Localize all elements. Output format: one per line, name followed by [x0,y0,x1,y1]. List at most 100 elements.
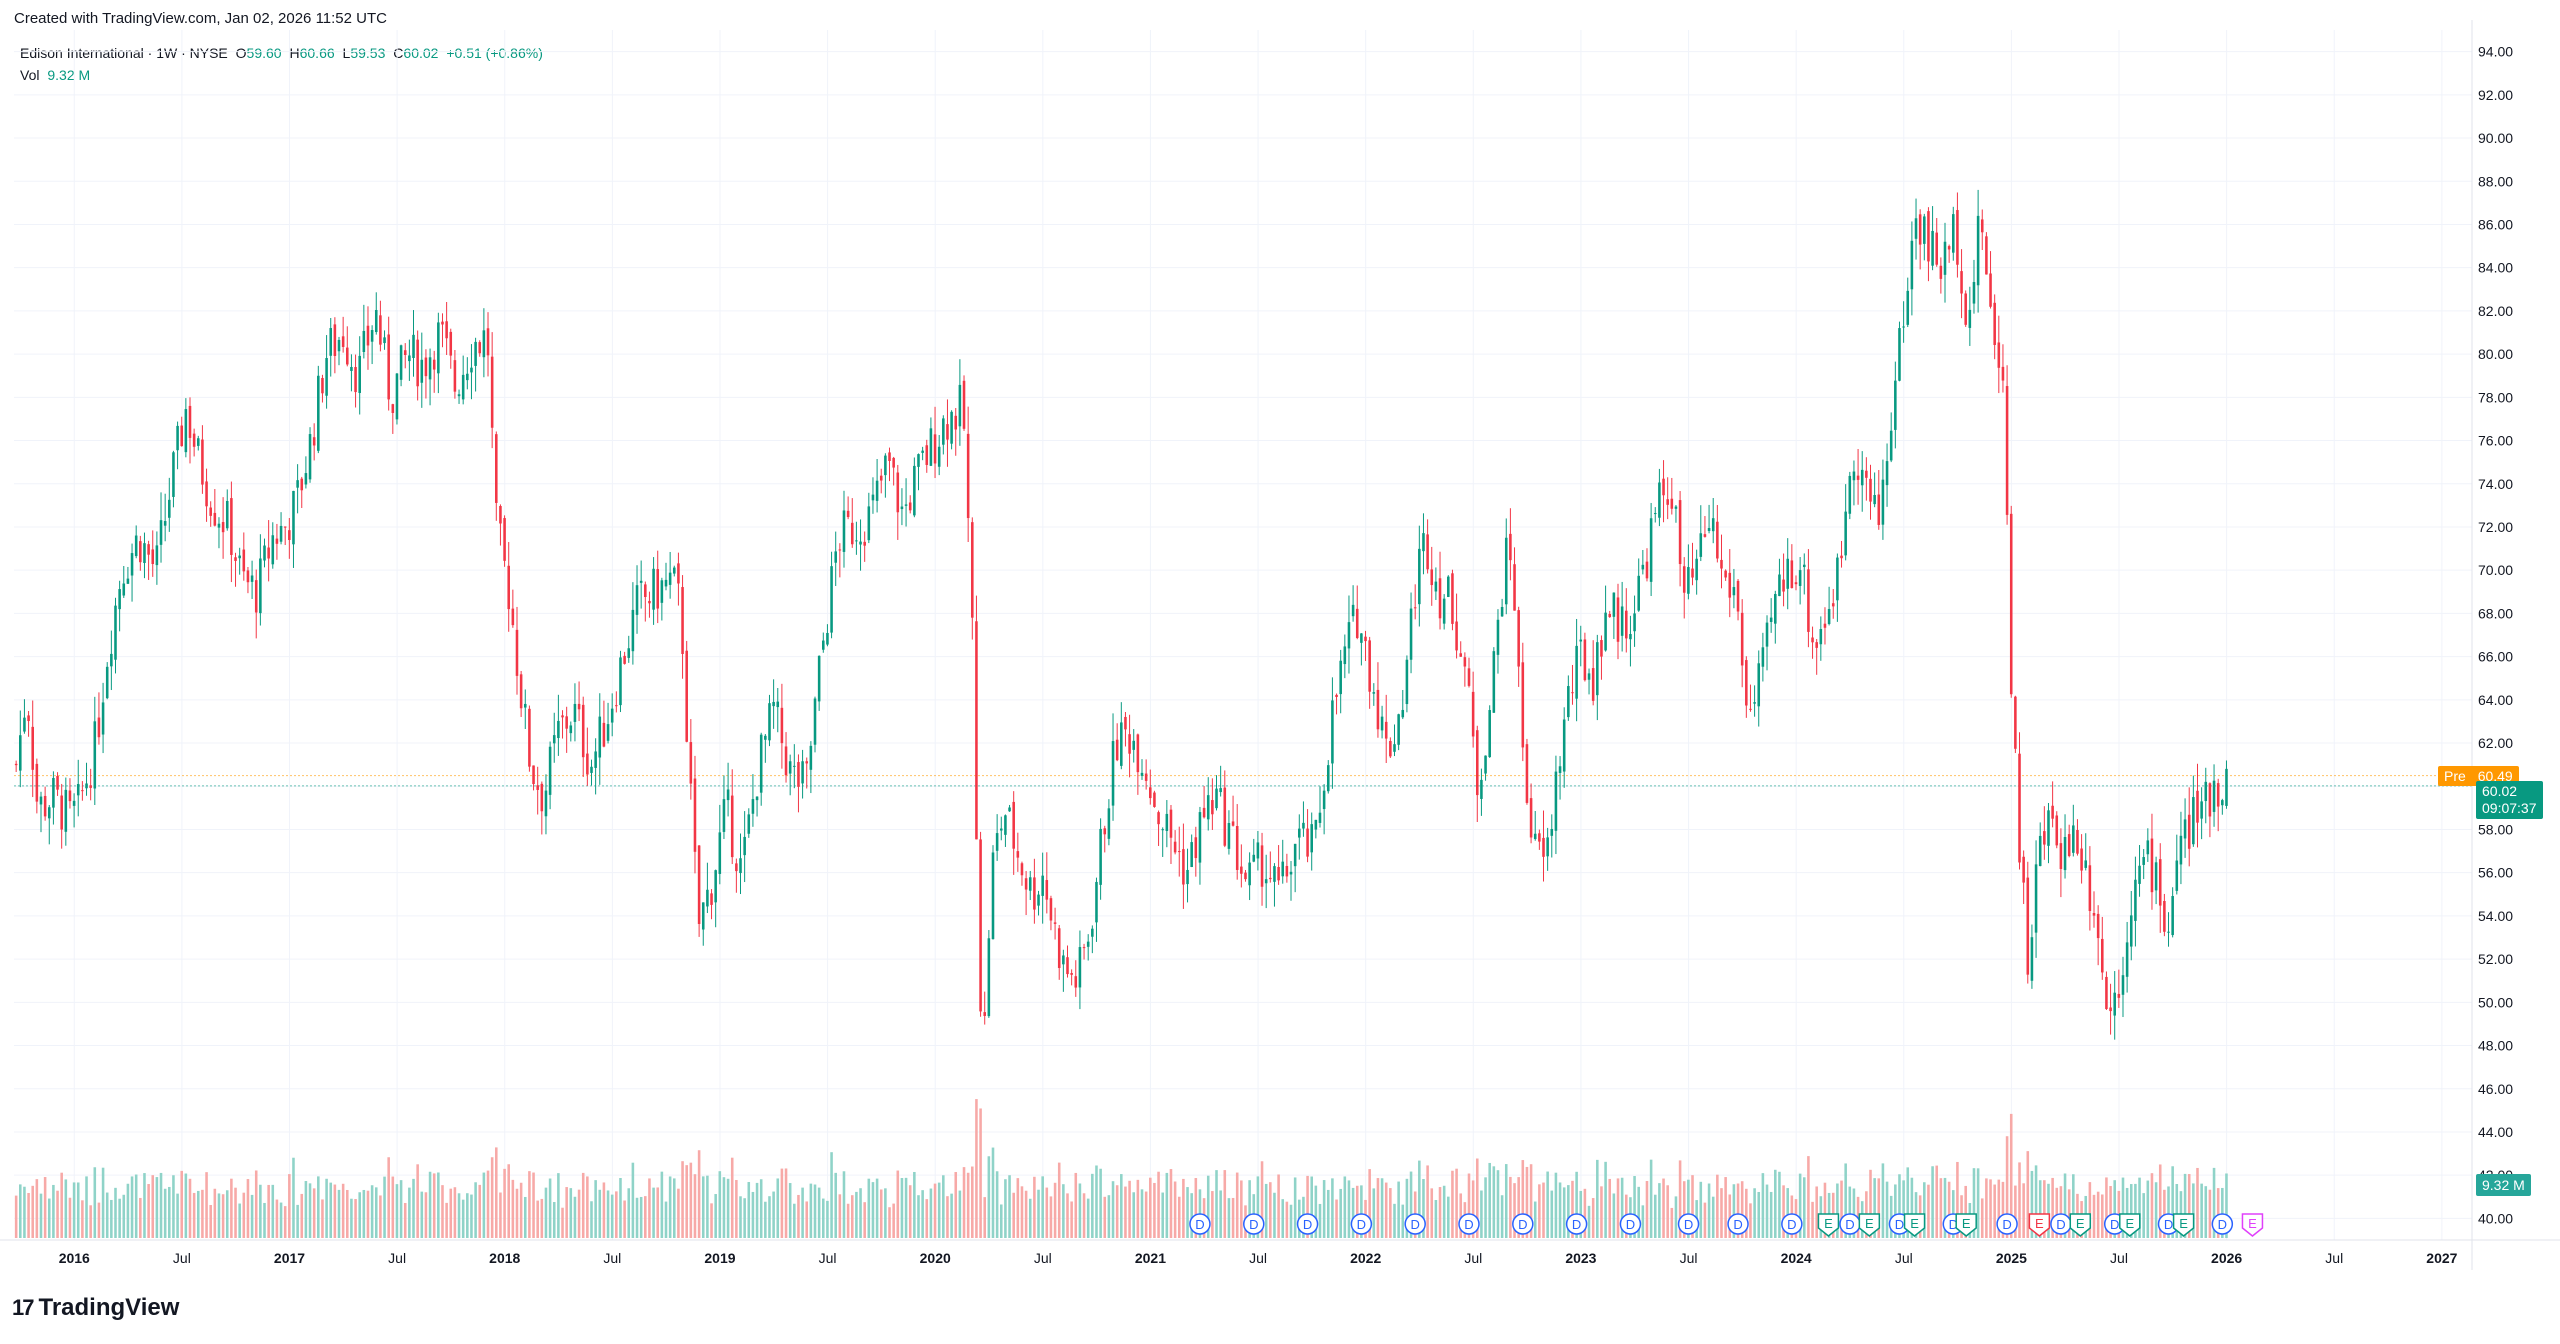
candle-body [1467,668,1471,686]
candle-body [461,374,465,400]
volume-bar [1575,1171,1578,1238]
earnings-marker-label: E [2248,1216,2257,1231]
last-price-tag: 60.02 09:07:37 [2476,780,2543,819]
candle-body [586,753,589,775]
volume-bar [718,1171,722,1238]
candle-body [1985,236,1988,275]
candle-body [1157,812,1160,825]
candle-body [1434,581,1438,592]
volume-bar [1306,1175,1309,1238]
candle-body [1865,470,1868,478]
volume-bar [2014,1185,2017,1238]
volume-bar [2009,1113,2013,1238]
volume-bar [2101,1194,2104,1238]
volume-bar [561,1207,564,1238]
volume-bar [809,1183,813,1238]
volume-bar [1567,1185,1570,1238]
volume-bar [1086,1198,1090,1238]
candle-body [1811,637,1814,643]
volume-bar [1596,1159,1599,1238]
dividend-marker-label: D [1787,1217,1796,1232]
candle-body [1161,829,1164,831]
candle-body [2196,790,2199,823]
volume-bar [1459,1193,1463,1238]
candle-body [1480,779,1483,799]
candle-body [1782,579,1785,592]
candle-body [1860,469,1864,486]
candle-body [1840,555,1843,559]
time-tick-label: Jul [1464,1250,1482,1266]
candle-body [43,795,47,817]
candle-body [1500,606,1504,617]
volume-bar [56,1190,59,1238]
candle-body [751,799,755,814]
volume-bar [1004,1179,1007,1238]
candle-body [1024,878,1028,890]
candle-body [192,433,196,447]
volume-bar [598,1189,602,1238]
candle-body [937,446,941,467]
time-tick-label: 2027 [2426,1250,2457,1266]
volume-bar [209,1204,212,1238]
volume-bar [374,1187,378,1238]
candle-body [180,425,184,447]
candle-body [346,347,349,365]
volume-bar [474,1182,477,1238]
candle-body [610,708,614,723]
volume-bar [445,1202,448,1238]
volume-bar [2204,1186,2208,1238]
volume-bar [1372,1188,1376,1238]
volume-bar [532,1172,535,1238]
candle-body [114,605,117,660]
candle-body [1144,773,1148,781]
volume-bar [1923,1182,1926,1238]
candle-body [639,580,643,583]
volume-bar [81,1200,84,1238]
candle-body [979,839,982,1012]
volume-bar [540,1198,544,1238]
candle-body [1856,475,1860,480]
candle-body [1202,807,1206,818]
candle-body [399,345,403,380]
volume-bar [1687,1179,1690,1238]
candle-body [474,341,477,366]
time-tick-label: Jul [1680,1250,1698,1266]
open-label: O [235,45,247,61]
candle-body [2179,835,2183,865]
volume-bar [1761,1173,1765,1238]
ohlc-row: Edison International · 1W · NYSE O59.60 … [20,42,547,64]
candle-body [300,478,304,491]
dividend-marker-label: D [2164,1217,2173,1232]
candle-body [383,337,386,344]
candle-body [1989,273,1992,307]
volume-bar [1401,1204,1405,1238]
candle-body [1604,612,1607,651]
pre-value: 60.49 [2477,767,2513,784]
candle-body [1264,879,1268,884]
volume-bar [304,1181,308,1238]
dividend-marker-label: D [1518,1217,1527,1232]
candle-body [668,572,672,585]
candle-body [2030,937,2034,981]
volume-bar [1033,1176,1036,1238]
candle-body [2043,831,2046,845]
change-value: +0.51 (+0.86%) [446,45,543,61]
volume-bar [1066,1193,1069,1238]
candle-body [1459,653,1463,657]
volume-bar [2113,1180,2116,1238]
candle-body [1736,580,1740,612]
volume-bar [1488,1162,1491,1238]
candle-body [275,538,279,544]
tradingview-logo[interactable]: 17 TradingView [12,1294,179,1322]
volume-bar [1355,1185,1359,1238]
dividend-marker-label: D [1733,1217,1742,1232]
candle-body [693,778,697,852]
candle-body [954,415,958,430]
price-tick-label: 72.00 [2478,519,2513,535]
volume-bar [2183,1173,2187,1238]
volume-bar [1587,1205,1591,1238]
volume-bar [1753,1188,1756,1238]
volume-bar [569,1188,573,1238]
candle-body [635,585,639,615]
